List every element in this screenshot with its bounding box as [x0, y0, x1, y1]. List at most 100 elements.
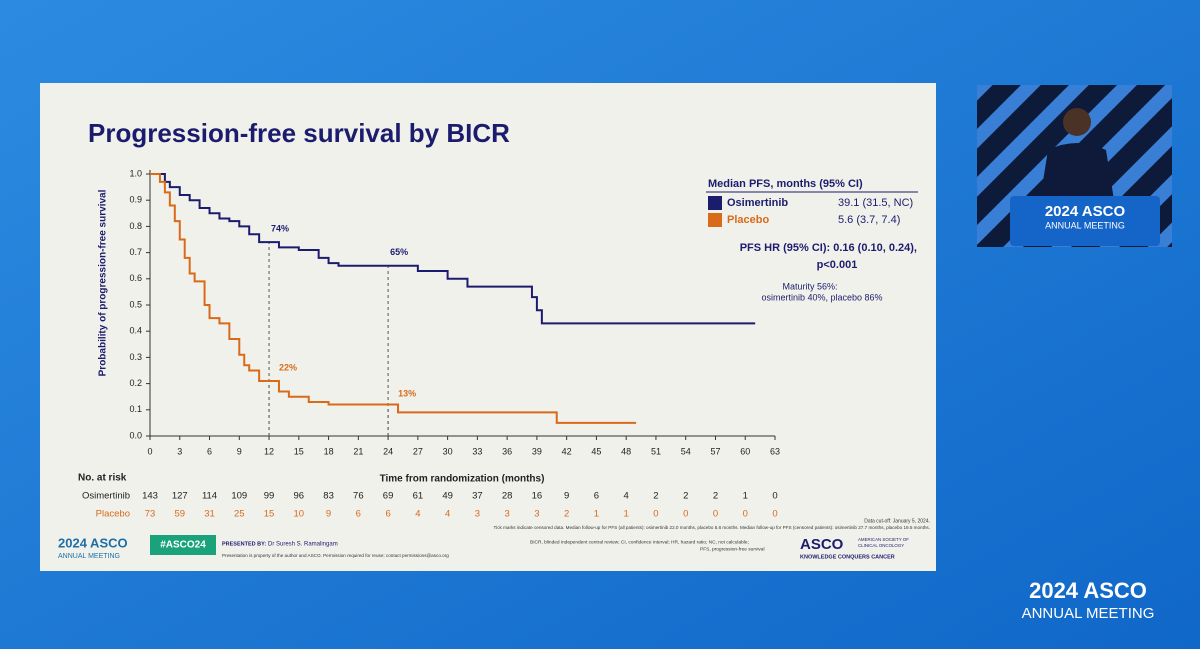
x-tick-label: 42	[562, 446, 572, 456]
podium	[1010, 196, 1160, 246]
legend-title: Median PFS, months (95% CI)	[708, 178, 863, 190]
risk-count: 73	[145, 509, 156, 520]
risk-count: 6	[356, 509, 361, 520]
x-tick-label: 15	[294, 446, 304, 456]
x-tick-label: 3	[177, 446, 182, 456]
x-tick-label: 33	[472, 446, 482, 456]
x-tick-label: 18	[324, 446, 334, 456]
risk-count: 114	[202, 491, 217, 502]
risk-count: 15	[264, 509, 275, 520]
risk-row-label: Osimertinib	[82, 491, 130, 502]
km-curve	[150, 173, 637, 424]
y-tick-label: 0.4	[129, 326, 142, 336]
x-tick-label: 30	[443, 446, 453, 456]
x-tick-label: 6	[207, 446, 212, 456]
risk-count: 16	[532, 491, 543, 502]
annotation: 22%	[279, 362, 297, 372]
y-tick-label: 0.6	[129, 273, 142, 283]
y-axis-title: Probability of progression-free survival	[98, 189, 109, 376]
risk-count: 69	[383, 491, 394, 502]
hashtag: #ASCO24	[160, 540, 206, 551]
legend-median: 39.1 (31.5, NC)	[838, 197, 913, 209]
hr-text: p<0.001	[817, 259, 858, 271]
risk-count: 2	[683, 491, 688, 502]
annotation: 13%	[398, 389, 416, 399]
x-tick-label: 9	[237, 446, 242, 456]
x-tick-label: 48	[621, 446, 631, 456]
risk-count: 6	[385, 509, 390, 520]
x-axis-title: Time from randomization (months)	[380, 474, 545, 485]
footnote: BICR, blinded independent central review…	[530, 539, 749, 545]
x-tick-label: 0	[147, 446, 152, 456]
annotation: 65%	[390, 247, 408, 257]
x-tick-label: 39	[532, 446, 542, 456]
meeting-logo: 2024 ASCO	[58, 535, 128, 550]
x-tick-label: 57	[710, 446, 720, 456]
hr-text: PFS HR (95% CI): 0.16 (0.10, 0.24),	[740, 242, 917, 254]
risk-count: 49	[442, 491, 453, 502]
asco-society: AMERICAN SOCIETY OF	[858, 537, 909, 542]
risk-count: 25	[234, 509, 245, 520]
km-curve	[150, 173, 756, 325]
risk-count: 0	[772, 491, 777, 502]
risk-count: 9	[564, 491, 569, 502]
annotation: 74%	[271, 223, 289, 233]
screen-logo: 2024 ASCO	[1029, 578, 1147, 603]
x-tick-label: 21	[353, 446, 363, 456]
risk-count: 0	[772, 509, 777, 520]
presented-by: PRESENTED BY:	[222, 541, 266, 547]
risk-row-label: Placebo	[96, 509, 130, 520]
risk-count: 37	[472, 491, 483, 502]
screen-logo: ANNUAL MEETING	[1022, 605, 1155, 622]
risk-count: 31	[204, 509, 215, 520]
x-tick-label: 63	[770, 446, 780, 456]
risk-count: 0	[653, 509, 658, 520]
x-tick-label: 60	[740, 446, 750, 456]
presenter: Dr Suresh S. Ramalingam	[268, 542, 338, 548]
footnote: PFS, progression-free survival	[700, 546, 765, 552]
risk-count: 83	[323, 491, 334, 502]
maturity-text: osimertinib 40%, placebo 86%	[761, 292, 882, 302]
podium-logo: 2024 ASCO	[1045, 203, 1126, 220]
y-tick-label: 0.0	[129, 430, 142, 440]
x-tick-label: 45	[591, 446, 601, 456]
risk-count: 61	[413, 491, 424, 502]
y-tick-label: 0.1	[129, 404, 142, 414]
legend-median: 5.6 (3.7, 7.4)	[838, 214, 900, 226]
footnote: Data cut-off: January 5, 2024.	[864, 518, 930, 524]
risk-count: 1	[624, 509, 629, 520]
y-tick-label: 0.3	[129, 352, 142, 362]
maturity-text: Maturity 56%:	[782, 281, 837, 291]
legend-label: Placebo	[727, 214, 769, 226]
legend-swatch	[708, 196, 722, 210]
risk-count: 3	[475, 509, 480, 520]
risk-count: 127	[172, 491, 188, 502]
speaker-head	[1063, 108, 1091, 136]
risk-count: 1	[743, 491, 748, 502]
risk-count: 3	[504, 509, 509, 520]
risk-count: 10	[294, 509, 305, 520]
x-tick-label: 12	[264, 446, 274, 456]
risk-count: 3	[534, 509, 539, 520]
risk-count: 96	[294, 491, 305, 502]
meeting-logo: ANNUAL MEETING	[58, 553, 120, 560]
asco-logo: ASCO	[800, 536, 844, 553]
x-tick-label: 54	[681, 446, 691, 456]
risk-count: 143	[142, 491, 158, 502]
risk-count: 0	[743, 509, 748, 520]
risk-count: 109	[231, 491, 247, 502]
x-tick-label: 24	[383, 446, 393, 456]
risk-table-label: No. at risk	[78, 473, 127, 484]
asco-society: CLINICAL ONCOLOGY	[858, 543, 904, 548]
y-tick-label: 0.8	[129, 221, 142, 231]
legend-label: Osimertinib	[727, 197, 788, 209]
asco-motto: KNOWLEDGE CONQUERS CANCER	[800, 554, 895, 560]
footnote: Tick marks indicate censored data. Media…	[494, 525, 930, 530]
risk-count: 76	[353, 491, 364, 502]
y-tick-label: 0.7	[129, 247, 142, 257]
speaker-body	[1040, 143, 1114, 200]
risk-count: 6	[594, 491, 599, 502]
podium-logo: ANNUAL MEETING	[1045, 220, 1125, 230]
